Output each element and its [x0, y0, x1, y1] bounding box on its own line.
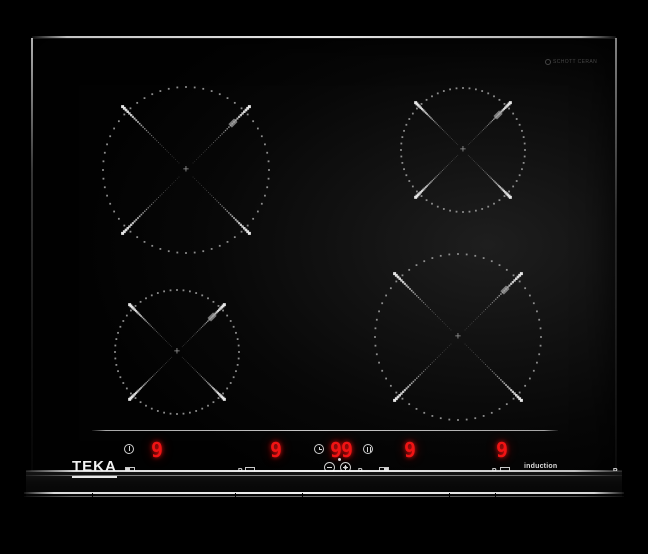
- base-highlight-line-1: [26, 470, 622, 472]
- minus-icon: [327, 467, 332, 468]
- cooking-zone-etching: [102, 86, 270, 254]
- teka-logo-text: TEKA: [72, 458, 117, 475]
- zone-display-rear-right: 9: [404, 438, 416, 462]
- timer-clock-icon[interactable]: [314, 444, 324, 454]
- base-highlight-line-3: [24, 492, 624, 494]
- cooking-zone-rear-right: +: [389, 76, 537, 224]
- cooking-zone-center-marker: +: [454, 330, 462, 343]
- zone-display-front-left: 9: [151, 438, 163, 462]
- cooking-zone-center-marker: +: [459, 143, 467, 156]
- cooking-zone-front-left: +: [91, 75, 281, 265]
- teka-logo-underline: [72, 476, 117, 478]
- timer-dot-indicator: [338, 458, 341, 461]
- base-notch: [495, 493, 496, 497]
- cooking-zone-center-marker: +: [182, 163, 190, 176]
- pause-icon-bar-right: [370, 447, 371, 452]
- cooking-zone-center-marker: +: [173, 345, 181, 358]
- schott-ceran-ring-icon: [545, 59, 551, 65]
- base-highlight-line-2: [26, 475, 622, 476]
- power-icon[interactable]: [124, 444, 134, 454]
- cooking-zone-etching: [374, 253, 542, 421]
- cooking-zone-etching: [114, 289, 240, 415]
- pause-icon[interactable]: [363, 444, 373, 454]
- cooktop-top-bevel: [32, 36, 616, 38]
- cooking-zone-rear-left: +: [103, 278, 251, 426]
- schott-ceran-text: SCHOTT CERAN: [553, 59, 598, 65]
- control-panel-divider: [92, 430, 558, 431]
- pause-icon-bar-left: [367, 447, 368, 452]
- base-notch: [235, 493, 236, 497]
- power-icon-stem: [129, 446, 130, 451]
- base-notch: [449, 493, 450, 497]
- base-notch: [302, 493, 303, 497]
- zone-display-rear-left: 9: [270, 438, 282, 462]
- schott-ceran-logo-icon: SCHOTT CERAN: [545, 59, 597, 65]
- cooktop-left-bevel: [31, 38, 33, 488]
- plus-icon-core: [344, 466, 347, 469]
- cooking-zone-front-right: +: [363, 242, 553, 432]
- zone-display-front-right: 9: [496, 438, 508, 462]
- base-highlight-line-4: [24, 496, 624, 497]
- base-notch: [92, 493, 93, 497]
- timer-display: 99: [330, 438, 353, 462]
- timer-clock-hand-h: [319, 449, 322, 450]
- cooking-zone-etching: [400, 87, 526, 213]
- induction-label: induction: [524, 463, 558, 470]
- cooktop-right-bevel: [615, 38, 617, 488]
- teka-logo: TEKA: [72, 459, 117, 478]
- timer-clock-hand-v: [319, 447, 320, 450]
